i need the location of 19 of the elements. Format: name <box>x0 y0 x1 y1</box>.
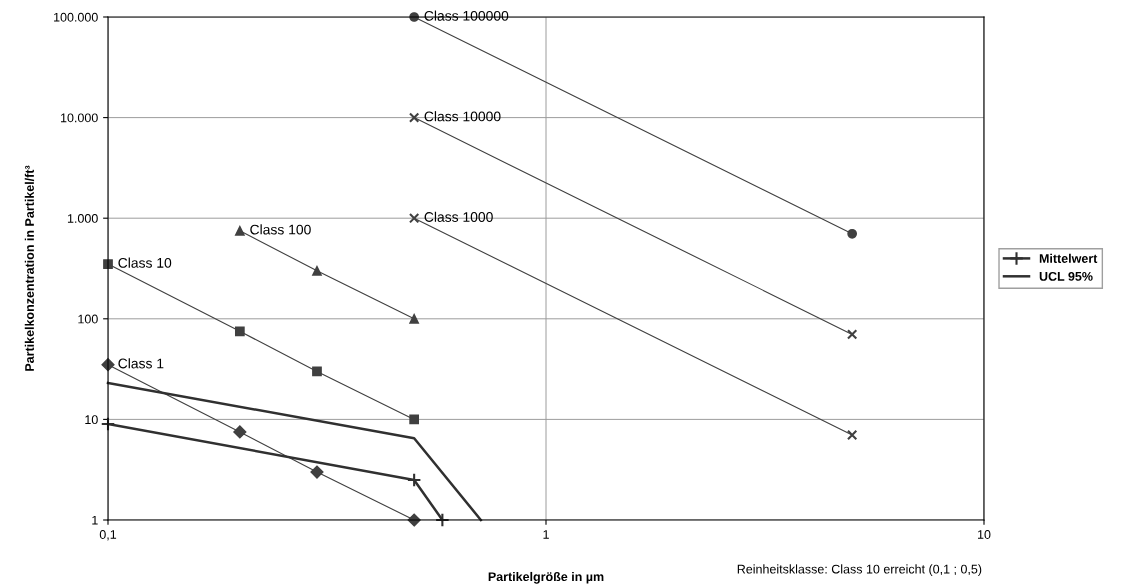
annotation: Class 1 <box>118 358 164 369</box>
y-tick-label: 100.000 <box>54 12 98 22</box>
y-axis-title: Partikelkonzentration in Partikel/ft³ <box>24 165 35 371</box>
y-tick-label: 10.000 <box>61 113 98 123</box>
annotation: Class 10 <box>118 257 172 268</box>
annotation: Class 100 <box>250 224 311 235</box>
legend-label: UCL 95% <box>1039 271 1093 281</box>
annotation: Class 1000 <box>424 211 493 222</box>
x-axis-title: Partikelgröße in µm <box>488 571 604 584</box>
x-tick-label: 10 <box>978 530 991 539</box>
text: Reinheitsklasse: Class 10 erreicht (0,1 ; 0,5) <box>737 564 982 576</box>
annotation: Class 10000 <box>424 111 501 122</box>
y-tick-label: 1 <box>92 515 98 525</box>
legend-label: Mittelwert <box>1039 253 1098 263</box>
y-tick-label: 10 <box>85 415 98 425</box>
y-tick-label: 100 <box>78 314 98 324</box>
x-tick-label: 1 <box>543 530 549 539</box>
y-tick-label: 1.000 <box>67 214 98 223</box>
x-tick-label: 0,1 <box>99 530 117 541</box>
